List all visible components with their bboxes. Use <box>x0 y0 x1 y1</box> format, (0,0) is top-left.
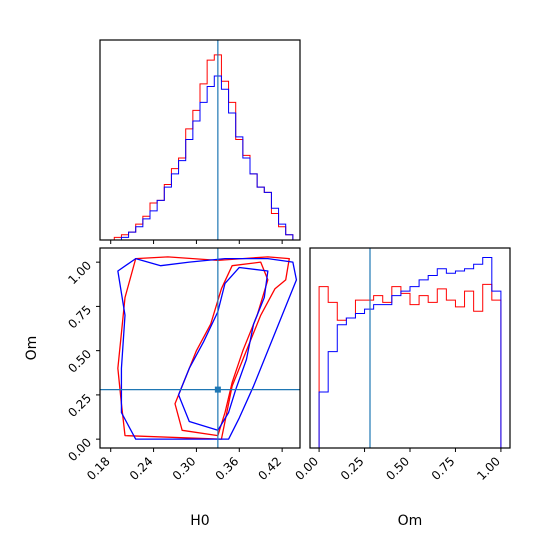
truth-marker <box>214 386 221 393</box>
h0-histogram-x-ticks <box>110 240 283 244</box>
h0-histogram-series <box>100 54 300 241</box>
h0-om-contour-panel: 0.18 0.24 0.30 0.36 0.42 0.000.250.500.751.0… <box>24 247 301 529</box>
om-histogram-series <box>310 257 510 448</box>
contour-1-0 <box>117 257 298 440</box>
om-axis-label: Om <box>24 336 40 361</box>
h0-axis-label: H0 <box>190 513 209 529</box>
om-hist-step-1 <box>310 257 510 448</box>
contour-1-1 <box>177 266 269 431</box>
contour-series <box>117 256 298 440</box>
om-x-axis-label: Om <box>398 513 423 529</box>
contour-frame <box>99 247 301 449</box>
h0-histogram-frame <box>99 39 301 241</box>
h0-histogram-panel <box>99 39 301 244</box>
contour-0-0 <box>117 256 290 440</box>
h0-hist-step-1 <box>100 75 300 241</box>
